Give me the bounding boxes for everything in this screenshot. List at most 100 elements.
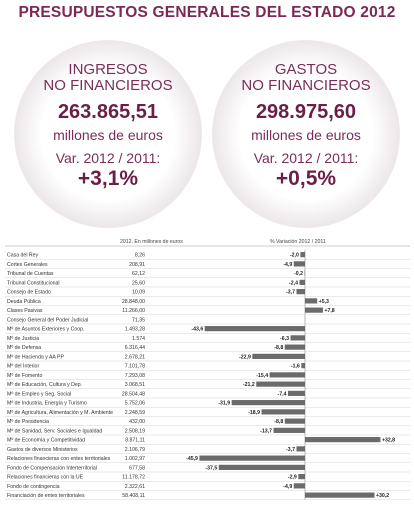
row-label: Mº de Fomento [7,373,42,379]
variation-label: -1,6 [291,364,300,370]
variation-label: -2,0 [290,253,299,259]
row-label: Mº de Defensa [7,345,41,351]
value-column-header: 2012. En millones de euros [120,239,183,245]
variation-bar [300,252,305,258]
row-label: Consejo General del Poder Judicial [7,317,88,323]
row-value: 1.574 [132,336,145,342]
variation-bar [269,372,305,378]
variation-bar [293,261,305,267]
variation-bar [298,474,305,480]
variation-bar [305,307,323,313]
variation-bar [261,409,305,415]
row-label: Mº de Sanidad, Serv. Sociales e Igualdad [7,428,102,434]
row-value: 7.293,08 [125,373,145,379]
gastos-amount: 298.975,60 [255,101,357,123]
variation-label: -8,8 [274,419,283,425]
row-label: Cortes Generales [7,262,48,268]
variation-bar [301,363,305,369]
ingresos-unit: millones de euros [53,127,163,143]
variation-bar [231,400,305,406]
variation-bar [290,335,305,341]
row-value: 6.316,44 [125,345,145,351]
row-value: 677,58 [129,465,145,471]
row-value: 3.068,51 [125,382,145,388]
variation-bar [284,418,305,424]
row-label: Mº del Interior [7,364,39,370]
variation-bar [305,492,375,498]
row-value: 2.106,79 [125,447,145,453]
row-label: Deuda Pública [7,299,41,305]
gastos-heading-line1: GASTOS [274,61,338,78]
variation-label: -2,9 [288,475,297,481]
variation-bar [252,353,305,359]
row-value: 8,26 [135,253,145,259]
row-value: 11.178,72 [122,475,145,481]
row-value: 5.752,06 [125,401,145,407]
row-label: Clases Pasivas [7,308,43,314]
variation-label: -8,8 [274,345,283,351]
row-value: 2.322,61 [125,484,145,490]
variation-label: -37,5 [205,465,217,471]
variation-bar [305,298,318,304]
row-value: 10,09 [132,290,145,296]
row-value: 208,91 [129,262,145,268]
row-label: Tribunal Constitucional [7,280,60,286]
variation-bar [199,455,305,461]
row-label: Mº de Industria, Energía y Turismo [7,401,87,407]
variation-label: -43,6 [191,327,203,333]
row-value: 71,35 [132,317,145,323]
row-value: 11.266,00 [122,308,145,314]
row-value: 1.002,97 [125,456,145,462]
ingresos-circle: INGRESOS NO FINANCIEROS 263.865,51 millo… [14,40,202,228]
row-label: Fondo de contingencia [7,484,60,490]
variation-label: -31,9 [218,401,230,407]
variation-label: -13,7 [260,428,272,434]
variation-label: +32,8 [382,438,395,444]
row-label: Relaciones financieras con la UE [7,475,84,481]
row-label: Mº de Economía y Competitividad [7,438,85,444]
row-label: Consejo de Estado [7,290,51,296]
variation-label: -4,9 [283,484,292,490]
variation-bar [284,344,305,350]
variation-bar [287,390,305,396]
variation-label: -0,2 [294,271,303,277]
ingresos-variation-value: +3,1% [77,167,139,190]
row-label: Tribunal de Cuentas [7,271,54,277]
row-label: Mº de Justicia [7,336,39,342]
variation-label: -2,4 [289,280,298,286]
variation-label: -15,4 [256,373,268,379]
variation-label: -18,9 [248,410,260,416]
variation-label: -4,9 [283,262,292,268]
row-label: Mº de Agricultura, Alimentación y M. Amb… [7,410,113,416]
gastos-variation-value: +0,5% [275,167,337,190]
gastos-circle: GASTOS NO FINANCIEROS 298.975,60 millone… [212,40,400,228]
ingresos-variation-label: Var. 2012 / 2011: [55,150,161,166]
variation-label: -3,7 [286,447,295,453]
row-label: Gastos de diversos Ministerios [7,447,78,453]
variation-label: +7,8 [324,308,334,314]
variation-label: -22,9 [239,354,251,360]
gastos-unit: millones de euros [251,127,361,143]
row-value: 2.678,21 [125,354,145,360]
variation-label: -3,7 [286,290,295,296]
variation-bar [273,427,305,433]
row-label: Mº de Empleo y Seg. Social [7,391,71,397]
ingresos-heading-line2: NO FINANCIEROS [43,77,173,94]
row-value: 62,12 [132,271,145,277]
row-label: Casa del Rey [7,253,39,259]
variation-label: +30,2 [376,493,389,499]
row-label: Mº de Asuntos Exteriores y Coop. [7,327,84,333]
page-title: PRESUPUESTOS GENERALES DEL ESTADO 2012 [18,4,396,21]
row-value: 432,00 [129,419,145,425]
ingresos-heading-line1: INGRESOS [68,61,148,78]
variation-label: -7,4 [278,391,287,397]
row-label: Financiación de entes territoriales [7,493,85,499]
row-value: 58.408,11 [122,493,145,499]
row-value: 28.848,00 [122,299,145,305]
gastos-variation-label: Var. 2012 / 2011: [253,150,359,166]
row-value: 28.504,48 [122,391,145,397]
row-value: 25,60 [132,280,145,286]
row-value: 1.493,28 [125,327,145,333]
variation-bar [204,326,305,332]
